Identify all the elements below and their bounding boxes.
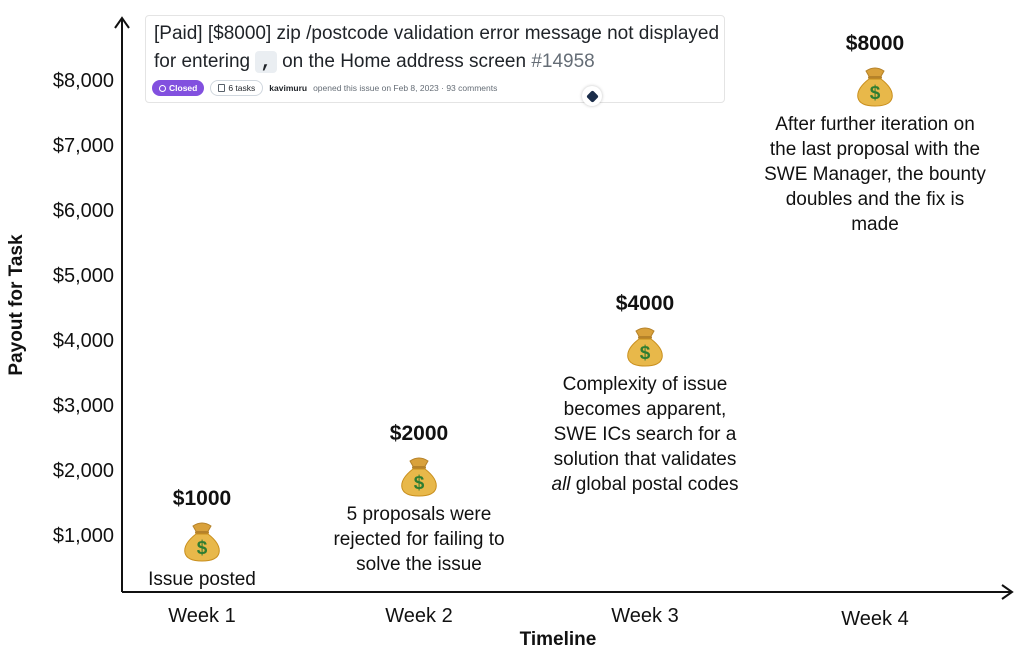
annotation-line: solution that validates (554, 449, 737, 470)
y-tick-label: $1,000 (53, 525, 114, 547)
github-issue-card: [Paid] [$8000] zip /postcode validation … (145, 15, 725, 106)
data-point: $2000 5 proposals were rejected for failin… (333, 422, 504, 575)
annotation-emphasis: all (552, 474, 572, 495)
x-tick-label: Week 4 (841, 608, 908, 630)
issue-title-code: , (255, 51, 277, 73)
annotation-line: 5 proposals were (347, 504, 492, 525)
issue-author: kavimuru (269, 83, 308, 93)
y-tick-label: $8,000 (53, 70, 114, 92)
x-axis-title: Timeline (520, 629, 597, 650)
annotation: 5 proposals were rejected for failing to s… (333, 504, 504, 575)
annotation-line: doubles and the fix is (786, 189, 965, 210)
data-point: $8000 After further iteration on the last … (764, 32, 986, 235)
annotation-line: solve the issue (356, 554, 482, 575)
x-tick-label: Week 1 (168, 605, 235, 627)
y-tick-label: $7,000 (53, 135, 114, 157)
annotation: Issue posted (148, 569, 256, 590)
x-tick-label: Week 3 (611, 605, 678, 627)
annotation-line: all global postal codes (552, 474, 739, 495)
y-tick-label: $2,000 (53, 460, 114, 482)
data-points: $1000 Issue posted $2000 5 proposals were re… (148, 32, 986, 590)
closed-check-icon (159, 84, 166, 92)
issue-number: #14958 (531, 51, 595, 72)
x-axis-arrow (1001, 584, 1014, 600)
data-point: $4000 Complexity of issue becomes apparent… (552, 292, 739, 495)
annotation-line: Complexity of issue (563, 374, 728, 395)
annotation-line: the last proposal with the (770, 139, 980, 160)
annotation-line: SWE ICs search for a (554, 424, 737, 445)
issue-title-text-end: on the Home address screen (276, 51, 532, 72)
annotation-line: becomes apparent, (564, 399, 727, 420)
y-tick-label: $4,000 (53, 330, 114, 352)
tasks-label: 6 tasks (228, 83, 256, 93)
annotation-line: After further iteration on (775, 114, 975, 135)
issue-meta-text: opened this issue on Feb 8, 2023 · 93 co… (313, 83, 498, 93)
data-label: $4000 (616, 292, 674, 315)
annotation-line: rejected for failing to (333, 529, 504, 550)
y-axis-title: Payout for Task (6, 234, 27, 376)
money-bag-icon (627, 327, 663, 367)
annotation: Complexity of issue becomes apparent, SWE … (552, 374, 739, 495)
annotation-rest: global postal codes (571, 474, 739, 495)
x-axis-ticks: Week 1 Week 2 Week 3 Week 4 (168, 605, 908, 630)
issue-title: [Paid] [$8000] zip /postcode validation … (154, 20, 724, 76)
annotation-line: made (851, 214, 899, 235)
issue-meta: Closed 6 tasks kavimuru opened this issu… (152, 80, 497, 96)
data-label: $1000 (173, 487, 231, 510)
annotation-line: SWE Manager, the bounty (764, 164, 986, 185)
tasks-badge: 6 tasks (210, 80, 264, 96)
y-tick-label: $5,000 (53, 265, 114, 287)
money-bag-icon (857, 67, 893, 107)
logo-icon (582, 86, 602, 106)
annotation: After further iteration on the last propo… (764, 114, 986, 235)
status-label: Closed (169, 83, 198, 93)
money-bag-icon (184, 522, 220, 562)
annotation-line: Issue posted (148, 569, 256, 590)
data-label: $8000 (846, 32, 904, 55)
y-axis-arrow (114, 16, 130, 29)
issue-title-text: [Paid] [$8000] zip /postcode validation … (154, 23, 720, 72)
data-point: $1000 Issue posted (148, 487, 256, 590)
money-bag-icon (401, 457, 437, 497)
tasklist-icon (218, 84, 226, 92)
axes (114, 16, 1014, 600)
y-tick-label: $6,000 (53, 200, 114, 222)
y-tick-label: $3,000 (53, 395, 114, 417)
x-tick-label: Week 2 (385, 605, 452, 627)
y-axis-ticks: $1,000 $2,000 $3,000 $4,000 $5,000 $6,000 $7,0… (53, 70, 114, 547)
data-label: $2000 (390, 422, 448, 445)
status-badge: Closed (152, 80, 205, 96)
